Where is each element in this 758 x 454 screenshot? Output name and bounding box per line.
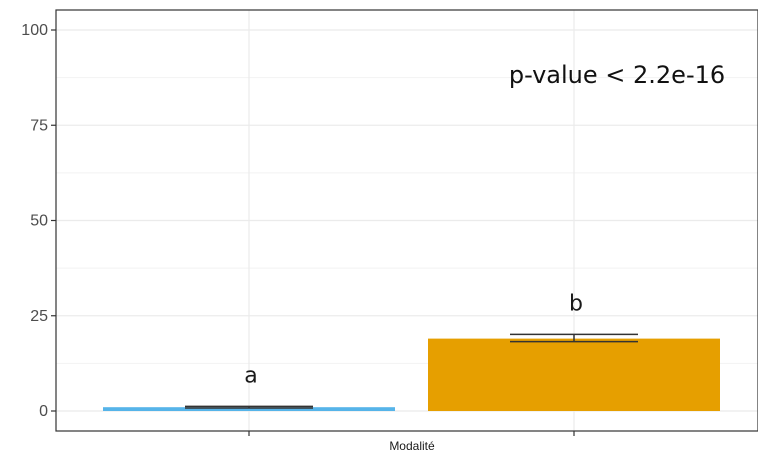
bars xyxy=(103,338,720,411)
x-axis xyxy=(248,431,575,436)
y-tick-label: 25 xyxy=(30,308,48,325)
y-axis: 0 25 50 75 100 xyxy=(21,22,56,420)
error-bars xyxy=(185,333,638,409)
significance-letter: a xyxy=(244,363,257,388)
y-tick-label: 75 xyxy=(30,117,48,134)
p-value-annotation: p-value < 2.2e-16 xyxy=(509,61,725,89)
y-tick-label: 0 xyxy=(39,403,48,420)
y-tick-label: 50 xyxy=(30,213,48,230)
bar xyxy=(103,407,395,411)
bar xyxy=(428,338,720,411)
significance-letter: b xyxy=(569,291,583,316)
x-axis-title: Modalité xyxy=(389,439,435,453)
significance-letters: ab xyxy=(244,291,583,388)
y-tick-label: 100 xyxy=(21,22,48,39)
